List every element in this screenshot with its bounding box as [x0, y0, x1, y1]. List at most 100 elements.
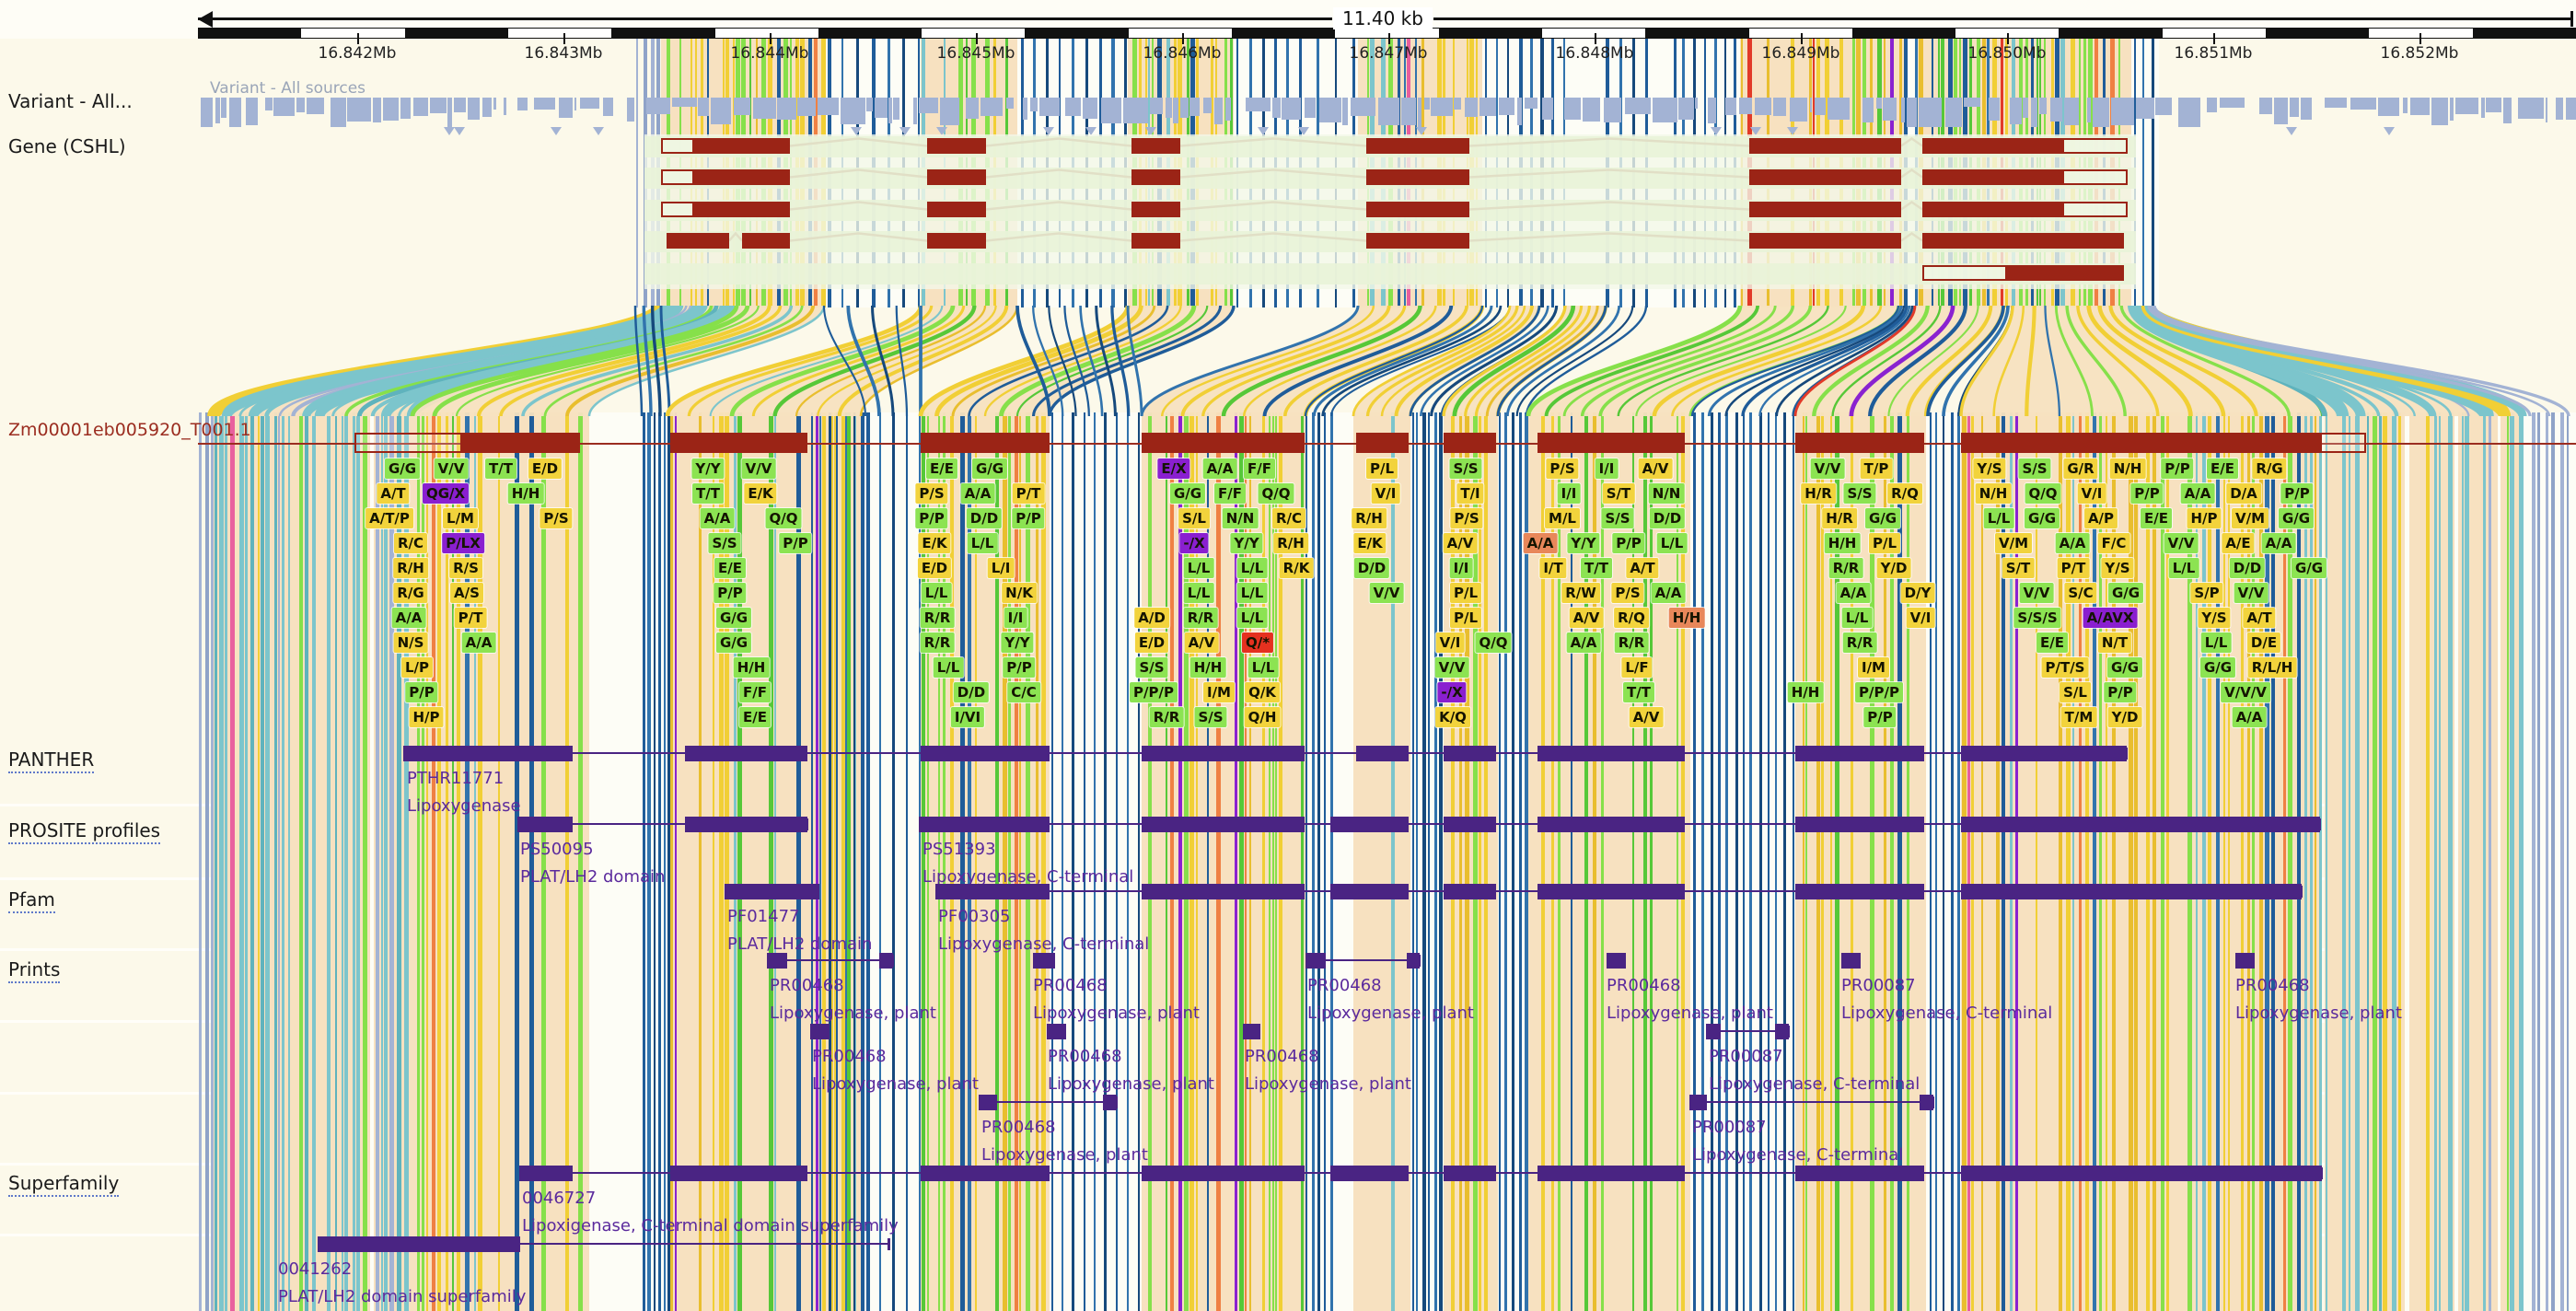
variant-density-bar[interactable] [516, 98, 528, 111]
variant-consequence-synonymous[interactable]: Q/Q [1475, 632, 1512, 653]
domain-id[interactable]: 0041262 [278, 1259, 353, 1279]
variant-density-bar[interactable] [264, 98, 273, 111]
gene-exon[interactable] [2062, 202, 2128, 217]
variant-density-bar[interactable] [865, 98, 874, 112]
variant-consequence-synonymous[interactable]: G/G [2024, 508, 2060, 528]
variant-consequence-synonymous[interactable]: G/G [1169, 483, 1206, 504]
domain-segment[interactable] [1537, 884, 1685, 899]
domain-id[interactable]: PR00468 [1048, 1047, 1122, 1066]
variant-consequence-synonymous[interactable]: P/P [915, 508, 948, 528]
variant-consequence-synonymous[interactable]: P/P [2104, 682, 2137, 702]
variant-density-bar[interactable] [1304, 98, 1317, 118]
gene-exon[interactable] [1131, 169, 1180, 185]
variant-consequence-synonymous[interactable]: E/E [926, 458, 957, 479]
domain-segment[interactable] [685, 746, 807, 761]
variant-density-bar[interactable] [1945, 98, 1962, 127]
variant-density-bar[interactable] [372, 98, 382, 122]
gene-exon[interactable] [1749, 233, 1901, 249]
gene-exon[interactable] [692, 169, 790, 185]
variant-density-bar[interactable] [1988, 98, 2001, 122]
domain-id[interactable]: PR00087 [1692, 1118, 1767, 1137]
variant-consequence-missense[interactable]: Y/S [2101, 558, 2134, 578]
domain-id[interactable]: PR00468 [812, 1047, 887, 1066]
variant-consequence-synonymous[interactable]: V/V [434, 458, 469, 479]
gene-exon[interactable] [661, 138, 696, 154]
variant-consequence-synonymous[interactable]: D/D [2229, 558, 2266, 578]
variant-density-bar[interactable] [2556, 98, 2563, 121]
variant-consequence-synonymous[interactable]: A/A [2180, 483, 2215, 504]
variant-consequence-synonymous[interactable]: I/I [1449, 558, 1473, 578]
variant-consequence-missense[interactable]: D/Y [1900, 583, 1935, 603]
domain-segment[interactable] [1961, 817, 2320, 832]
variant-density-bar[interactable] [2207, 98, 2217, 112]
transcript-exon[interactable] [1537, 433, 1685, 453]
variant-density-bar[interactable] [1430, 98, 1453, 116]
domain-segment[interactable] [1961, 746, 2127, 761]
variant-consequence-synonymous[interactable]: P/P [1612, 533, 1645, 553]
variant-density-bar[interactable] [2410, 98, 2431, 115]
domain-segment[interactable] [1841, 953, 1861, 969]
variant-consequence-missense[interactable]: A/V [1629, 707, 1664, 727]
variant-consequence-missense[interactable]: Y/D [1876, 558, 1911, 578]
domain-segment[interactable] [1537, 1166, 1685, 1181]
variant-consequence-synonymous[interactable]: L/L [1656, 533, 1688, 553]
variant-density-bar[interactable] [2086, 98, 2091, 122]
gene-exon[interactable] [1749, 169, 1901, 185]
variant-consequence-missense[interactable]: P/L [1868, 533, 1901, 553]
variant-consequence-synonymous[interactable]: S/S [1135, 657, 1168, 678]
variant-consequence-synonymous[interactable]: F/F [1214, 483, 1246, 504]
variant-consequence-synonymous[interactable]: A/A [700, 508, 735, 528]
variant-density-bar[interactable] [467, 98, 481, 120]
variant-density-bar[interactable] [504, 98, 506, 116]
domain-segment[interactable] [1330, 817, 1409, 832]
variant-consequence-synonymous[interactable]: I/VI [950, 707, 985, 727]
variant-consequence-synonymous[interactable]: G/G [715, 632, 752, 653]
variant-density-bar[interactable] [1964, 98, 1981, 108]
variant-consequence-missense[interactable]: R/H [393, 558, 428, 578]
gene-exon[interactable] [1366, 202, 1469, 217]
variant-consequence-synonymous[interactable]: L/L [1183, 558, 1214, 578]
variant-consequence-synonymous[interactable]: L/L [933, 657, 964, 678]
variant-consequence-missense[interactable]: D/E [2246, 632, 2281, 653]
domain-id[interactable]: PR00087 [1709, 1047, 1783, 1066]
variant-density-bar[interactable] [1166, 98, 1172, 118]
variant-consequence-missense[interactable]: E/D [917, 558, 952, 578]
domain-segment[interactable] [1444, 884, 1496, 899]
variant-density-bar[interactable] [2450, 98, 2454, 122]
variant-consequence-missense[interactable]: A/V [1443, 533, 1478, 553]
variant-consequence-synonymous[interactable]: V/V/V [2221, 682, 2270, 702]
variant-consequence-missense[interactable]: A/S [450, 583, 483, 603]
domain-id[interactable]: 0046727 [522, 1189, 597, 1208]
variant-consequence-missense[interactable]: S/T [2002, 558, 2035, 578]
variant-consequence-synonymous[interactable]: P/P [2280, 483, 2314, 504]
variant-consequence-missense[interactable]: N/S [393, 632, 428, 653]
variant-consequence-synonymous[interactable]: V/V [1434, 657, 1469, 678]
variant-density-bar[interactable] [1739, 98, 1753, 115]
variant-density-bar[interactable] [875, 98, 888, 119]
variant-consequence-synonymous[interactable]: H/H [1189, 657, 1226, 678]
variant-consequence-synonymous[interactable]: D/D [1353, 558, 1390, 578]
variant-density-bar[interactable] [2289, 98, 2299, 117]
domain-id[interactable]: PR00468 [981, 1118, 1056, 1137]
variant-density-bar[interactable] [2402, 98, 2408, 114]
gene-exon[interactable] [927, 169, 986, 185]
variant-consequence-synonymous[interactable]: S/S [1601, 508, 1634, 528]
variant-consequence-missense[interactable]: V/I [1435, 632, 1465, 653]
variant-consequence-synonymous[interactable]: A/A [1202, 458, 1237, 479]
variant-consequence-missense[interactable]: P/L [1449, 583, 1482, 603]
variant-consequence-synonymous[interactable]: S/S [1843, 483, 1876, 504]
transcript-exon[interactable] [460, 433, 580, 453]
variant-consequence-missense[interactable]: V/I [1371, 483, 1400, 504]
variant-consequence-missense[interactable]: P/T [1012, 483, 1045, 504]
variant-consequence-missense[interactable]: R/L/H [2247, 657, 2297, 678]
variant-consequence-missense[interactable]: R/W [1561, 583, 1600, 603]
variant-consequence-missense[interactable]: Q/H [1244, 707, 1281, 727]
variant-consequence-frameshift[interactable]: -/X [1437, 682, 1467, 702]
variant-consequence-synonymous[interactable]: S/S [1194, 707, 1227, 727]
variant-density-bar[interactable] [1065, 98, 1081, 117]
gene-exon[interactable] [927, 233, 986, 249]
variant-consequence-synonymous[interactable]: A/A [2261, 533, 2296, 553]
variant-density-bar[interactable] [2350, 98, 2376, 110]
domain-segment[interactable] [1607, 953, 1626, 969]
variant-consequence-synonymous[interactable]: T/T [1581, 558, 1612, 578]
